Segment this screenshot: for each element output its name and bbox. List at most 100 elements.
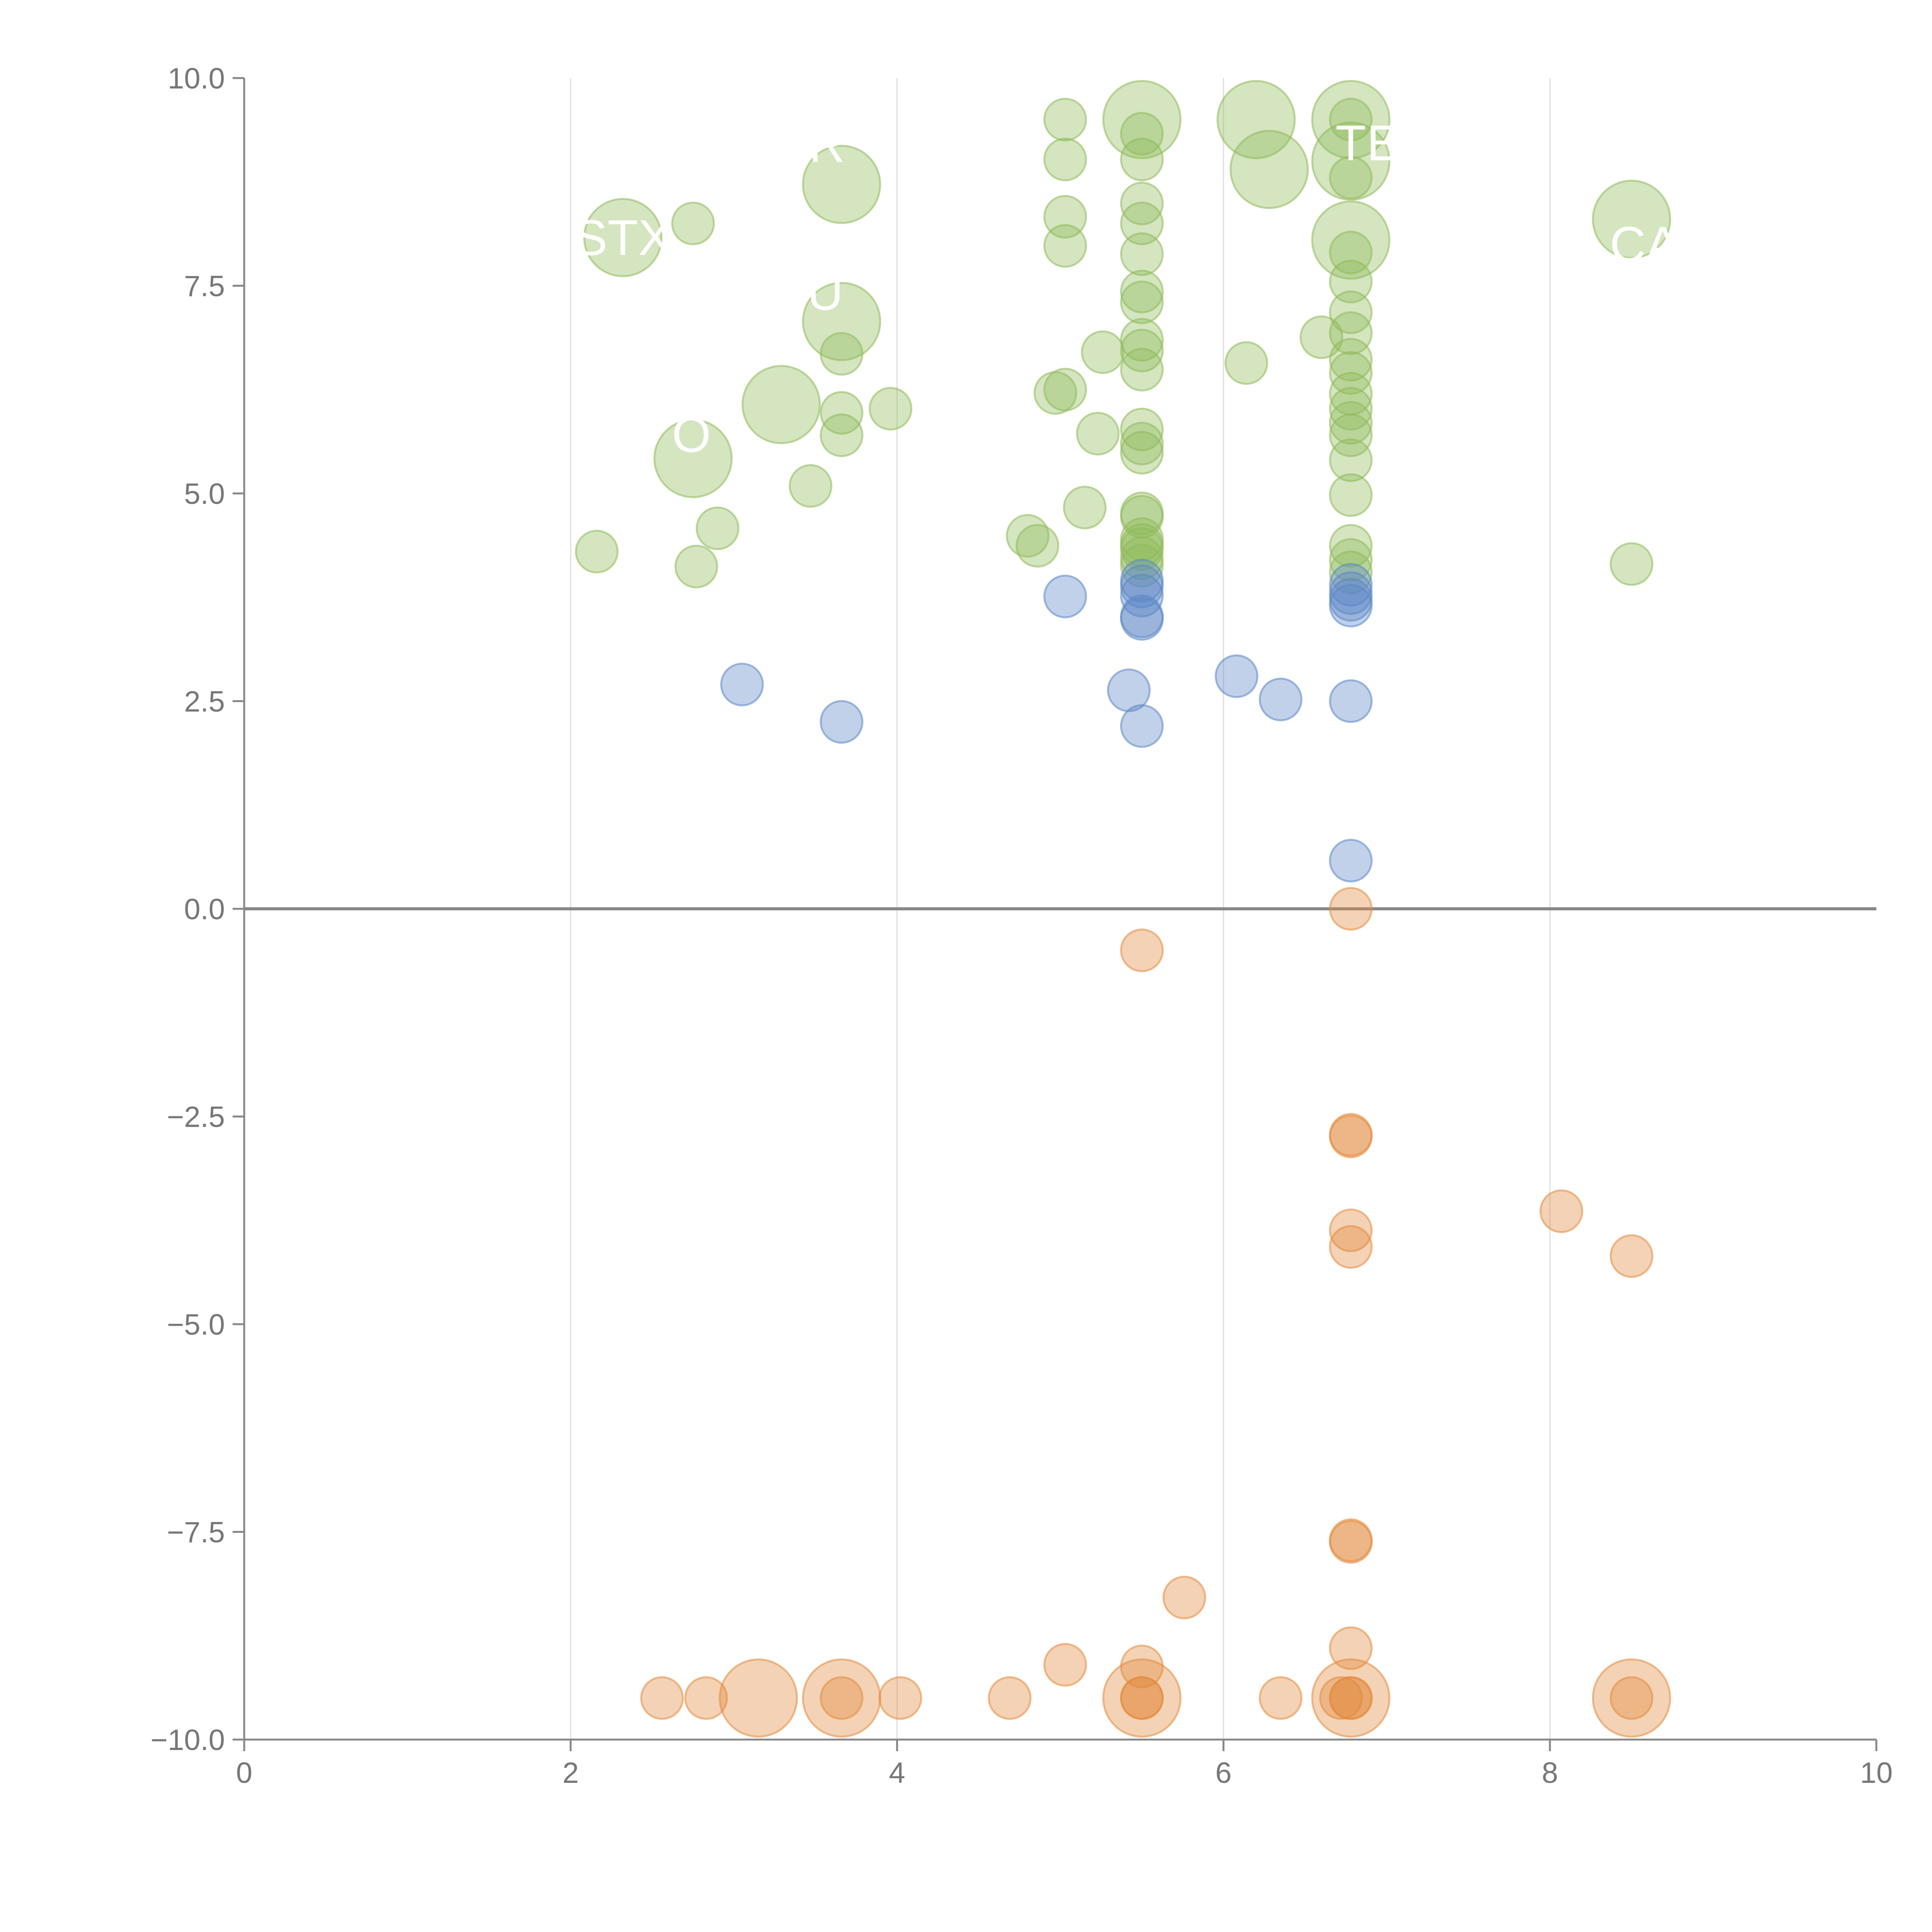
- bubble-layer: [575, 80, 1671, 1738]
- data-point: [1329, 524, 1373, 568]
- data-point: [1120, 138, 1164, 182]
- data-point: [1329, 338, 1373, 382]
- data-point: [1063, 486, 1107, 530]
- data-point: [1120, 201, 1164, 245]
- x-tick-label: 8: [1542, 1757, 1558, 1789]
- label-layer: STX R U O T E CA: [574, 115, 1680, 463]
- y-tick-label: 2.5: [184, 685, 225, 718]
- data-point: [1081, 330, 1125, 374]
- data-point: [1120, 704, 1164, 748]
- data-point: [1120, 527, 1164, 571]
- data-point: [1120, 1676, 1164, 1720]
- data-point: [674, 544, 718, 588]
- data-label: E: [1367, 115, 1400, 171]
- data-point: [1539, 1189, 1583, 1233]
- data-point: [1102, 1658, 1182, 1738]
- data-point: [1120, 348, 1164, 392]
- data-point: [1329, 1225, 1373, 1269]
- data-point: [1311, 121, 1391, 201]
- y-tick-label: −7.5: [167, 1516, 225, 1549]
- data-point: [1043, 224, 1087, 268]
- data-point: [1043, 575, 1087, 619]
- data-point: [820, 413, 864, 457]
- data-point: [1329, 1626, 1373, 1670]
- data-point: [820, 700, 864, 744]
- data-point: [1329, 473, 1373, 517]
- data-point: [869, 387, 913, 431]
- data-point: [1609, 542, 1653, 586]
- data-point: [1329, 438, 1373, 482]
- data-label: CA: [1610, 216, 1680, 272]
- axis-layer: 0 2 4 6 8 10 10.0 7.5 5.0 2.5 0.0 −2.5 −5.0 −7.5 −10.0: [151, 62, 1893, 1789]
- data-point: [1329, 538, 1373, 582]
- data-label: T: [1335, 115, 1366, 171]
- data-point: [1043, 367, 1087, 412]
- data-point: [640, 1676, 684, 1720]
- data-point: [1120, 565, 1164, 609]
- data-point: [1609, 1234, 1653, 1278]
- data-label: R: [809, 116, 845, 173]
- data-point: [1120, 112, 1164, 156]
- data-point: [789, 464, 833, 508]
- y-tick-label: −5.0: [167, 1308, 225, 1341]
- data-point: [1230, 130, 1309, 209]
- data-point: [1120, 270, 1164, 314]
- y-tick-label: 0.0: [184, 893, 225, 926]
- data-point: [1329, 1208, 1373, 1252]
- data-label: O: [672, 406, 711, 463]
- data-point: [1329, 1114, 1373, 1158]
- data-point: [820, 332, 864, 376]
- data-point: [696, 506, 740, 550]
- data-point: [653, 419, 733, 498]
- x-tick-label: 2: [563, 1757, 579, 1789]
- data-point: [1214, 654, 1259, 698]
- data-point: [1043, 138, 1087, 182]
- data-point: [1015, 524, 1060, 568]
- x-tick-label: 6: [1215, 1757, 1231, 1789]
- data-point: [1329, 1520, 1373, 1564]
- data-point: [1329, 260, 1373, 304]
- data-point: [1120, 318, 1164, 362]
- data-point: [1329, 838, 1373, 883]
- data-point: [1319, 1676, 1363, 1720]
- y-tick-label: −10.0: [151, 1724, 225, 1757]
- data-point: [1329, 679, 1373, 723]
- data-point: [720, 663, 764, 706]
- data-point: [1216, 80, 1296, 159]
- x-tick-label: 10: [1860, 1757, 1893, 1789]
- data-point: [820, 391, 864, 435]
- data-point: [1329, 387, 1373, 431]
- data-label: STX: [574, 209, 672, 266]
- x-tick-label: 0: [236, 1757, 252, 1789]
- data-point: [878, 1676, 922, 1720]
- data-point: [1609, 1676, 1653, 1720]
- data-point: [671, 201, 715, 245]
- data-point: [742, 365, 821, 444]
- data-point: [1592, 1658, 1671, 1738]
- data-point: [1329, 98, 1373, 141]
- data-point: [684, 1676, 728, 1720]
- data-point: [1120, 281, 1164, 324]
- data-label: U: [807, 264, 844, 321]
- data-point: [1329, 311, 1373, 355]
- data-point: [1259, 677, 1303, 721]
- x-tick-label: 4: [889, 1757, 905, 1789]
- data-point: [1120, 232, 1164, 276]
- data-point: [1162, 1575, 1206, 1619]
- data-point: [719, 1658, 798, 1738]
- data-point: [1120, 407, 1164, 451]
- data-point: [1043, 98, 1087, 141]
- data-point: [1120, 328, 1164, 372]
- data-point: [1329, 887, 1373, 931]
- data-point: [802, 145, 881, 224]
- data-point: [1043, 1643, 1087, 1687]
- data-point: [1311, 1658, 1391, 1738]
- data-point: [820, 1676, 864, 1720]
- y-tick-label: 5.0: [184, 478, 225, 510]
- data-point: [1329, 1676, 1373, 1720]
- data-point: [575, 530, 619, 573]
- data-point: [802, 282, 881, 361]
- data-point: [1107, 668, 1151, 713]
- data-point: [1225, 341, 1269, 385]
- data-point: [1311, 80, 1391, 159]
